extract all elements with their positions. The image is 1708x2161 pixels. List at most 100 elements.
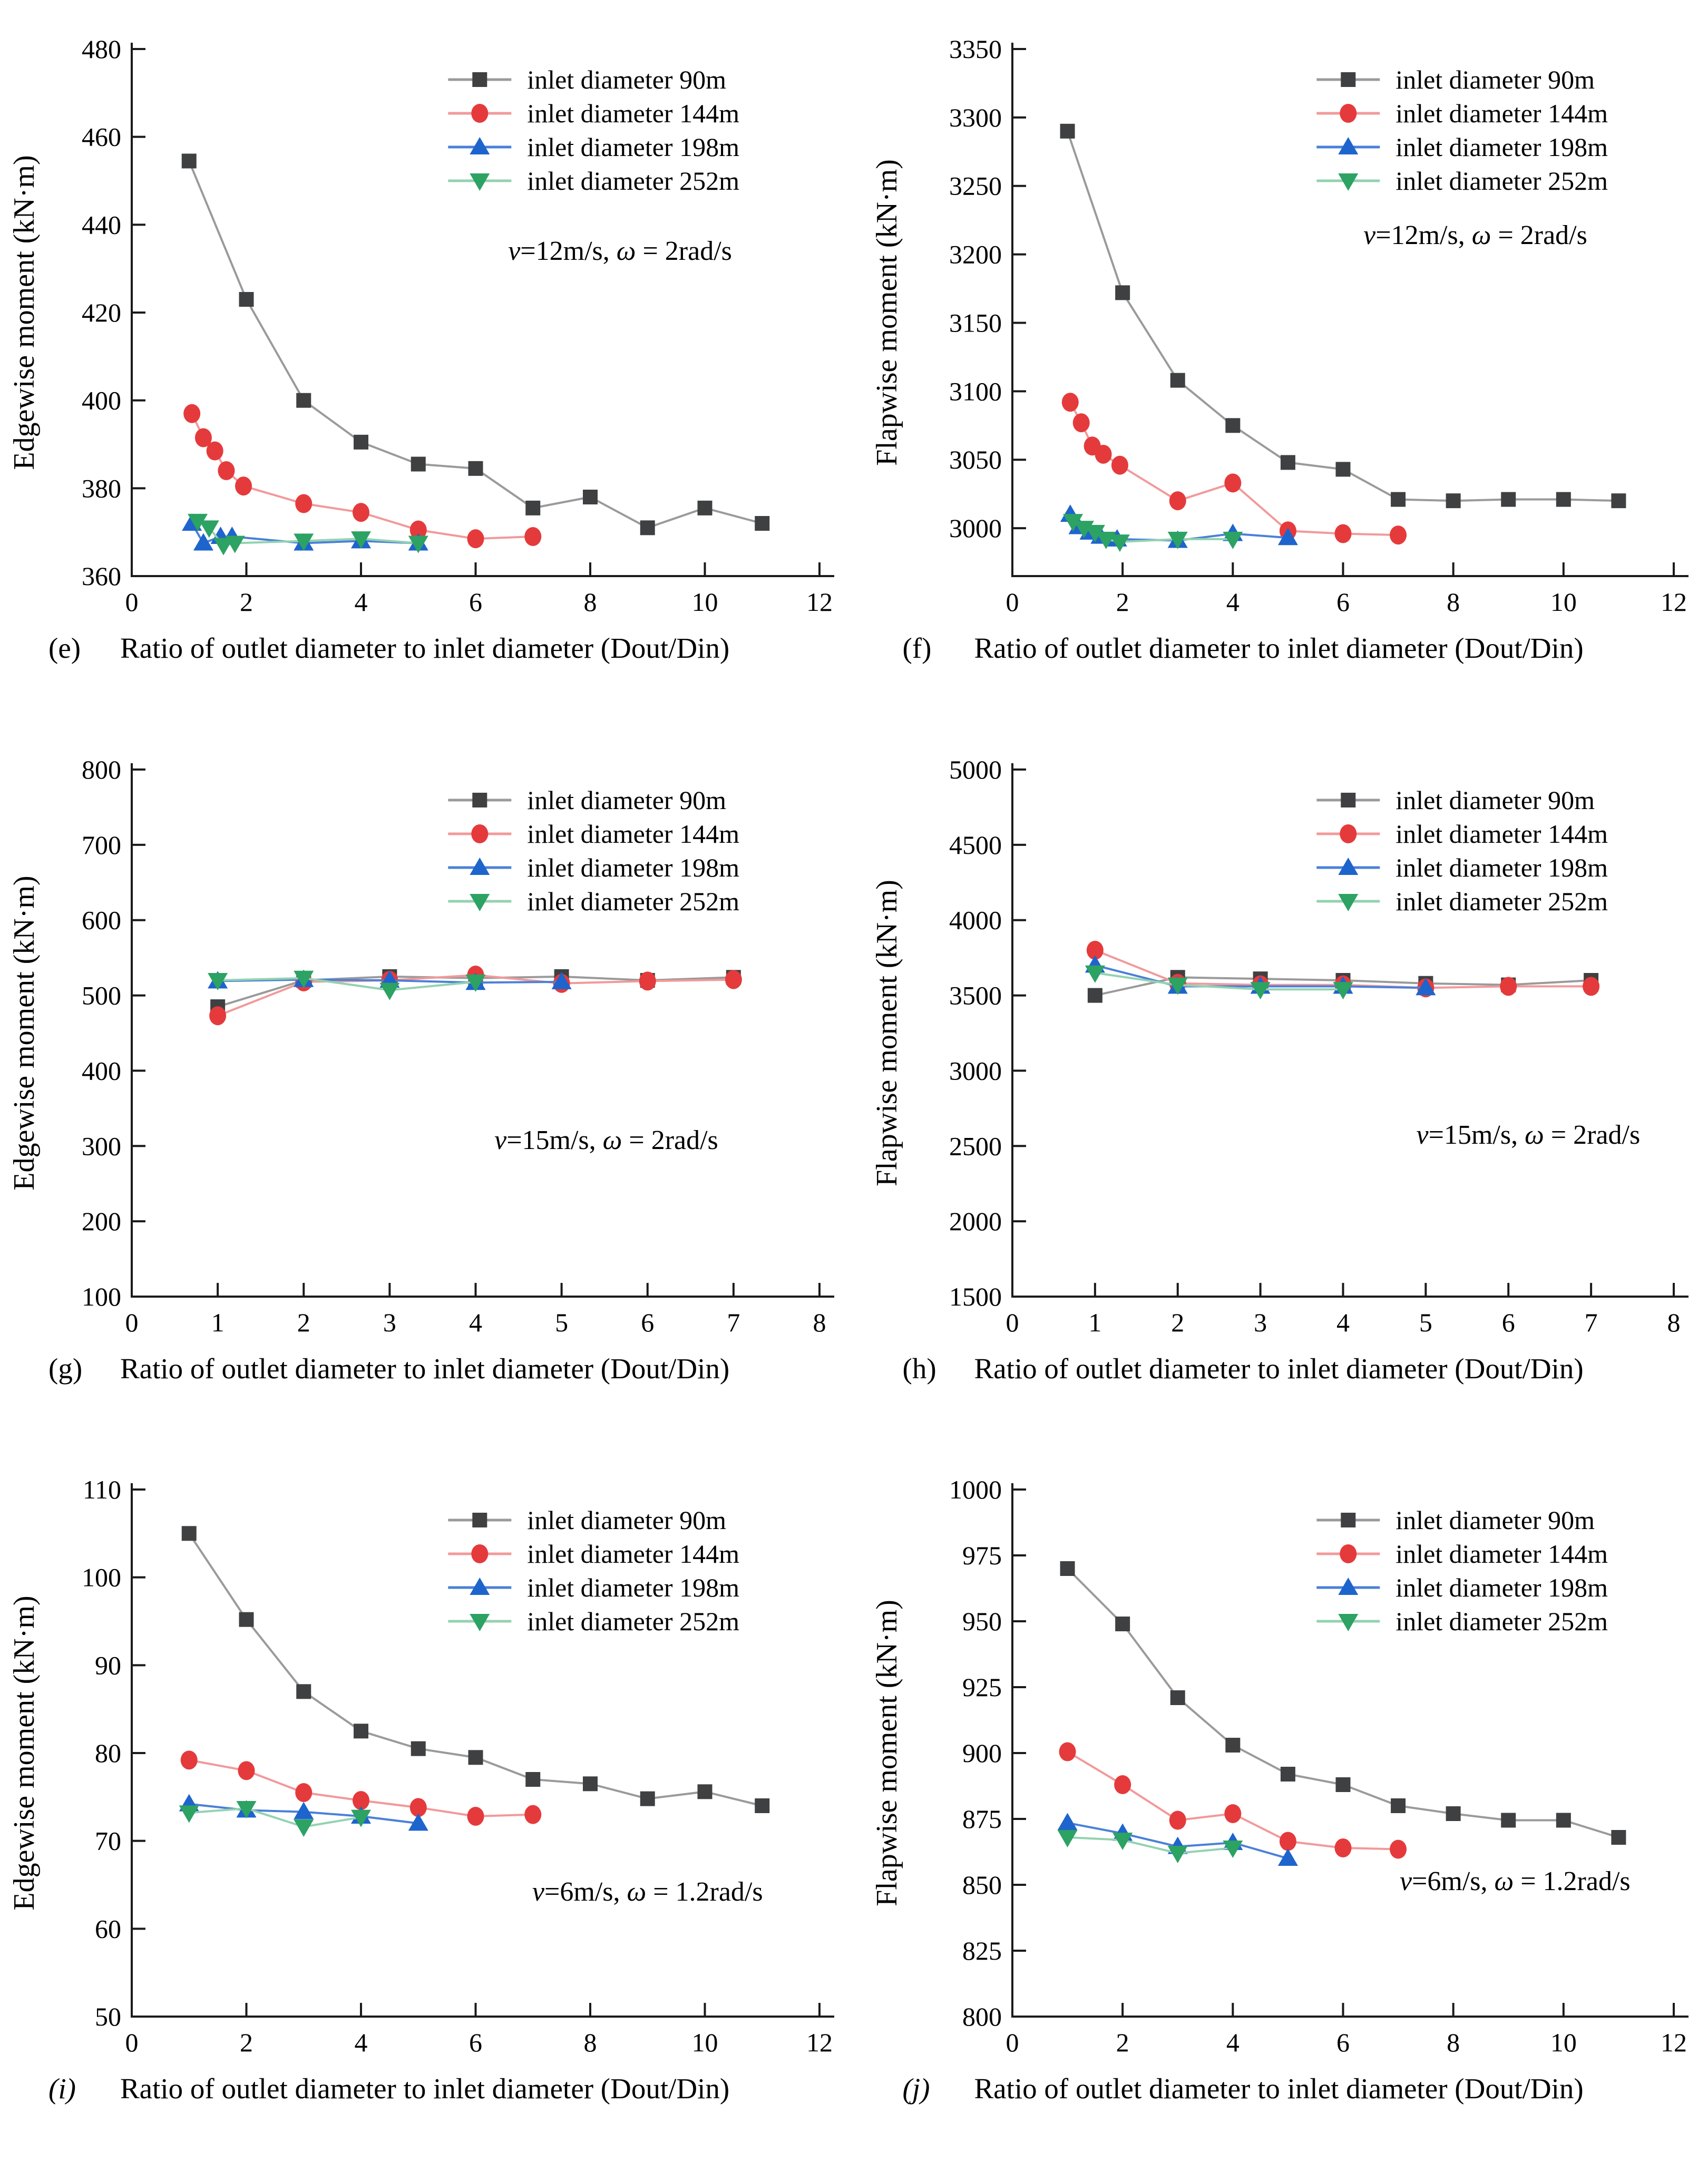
x-tick-label: 3: [1254, 1308, 1267, 1337]
x-tick-label: 12: [1661, 587, 1687, 617]
square-marker: [1170, 373, 1185, 388]
x-tick-label: 8: [584, 2028, 597, 2057]
square-marker: [525, 500, 541, 515]
x-tick-label: 8: [1447, 2028, 1460, 2057]
triangle-down-marker: [225, 536, 245, 553]
caption-j: (j) Ratio of outlet diameter to inlet di…: [854, 2073, 1708, 2105]
series-inlet-diameter-144m: [1059, 1742, 1407, 1859]
circle-marker: [1499, 977, 1517, 996]
circle-marker: [524, 1805, 542, 1824]
square-marker: [1225, 418, 1240, 433]
x-tick-label: 4: [1226, 2028, 1239, 2057]
x-tick-label: 7: [1584, 1308, 1597, 1337]
square-marker: [697, 500, 713, 515]
series-inlet-diameter-252m: [1062, 514, 1243, 552]
y-tick-label: 3300: [949, 103, 1002, 132]
circle-marker: [206, 441, 223, 461]
triangle-down-marker: [213, 538, 233, 556]
square-marker: [1500, 492, 1516, 507]
y-tick-label: 3200: [949, 240, 1002, 269]
legend-label: inlet diameter 90m: [527, 1505, 726, 1535]
x-tick-label: 6: [641, 1308, 654, 1337]
square-marker: [1060, 123, 1075, 139]
square-marker: [1446, 1806, 1461, 1822]
legend: inlet diameter 90m inlet diameter 144m inl…: [448, 785, 739, 916]
square-marker: [1556, 1813, 1571, 1828]
triangle-up-marker: [470, 1578, 490, 1595]
y-tick-label: 420: [82, 298, 121, 327]
triangle-down-marker: [1167, 1846, 1188, 1864]
triangle-down-marker: [465, 974, 486, 992]
square-marker: [583, 490, 598, 504]
circle-marker: [1095, 444, 1112, 464]
square-marker: [468, 1750, 483, 1765]
y-axis-title: Flapwise moment (kN·m): [871, 159, 903, 466]
triangle-up-marker: [1338, 857, 1358, 875]
x-tick-label: 3: [383, 1308, 396, 1337]
y-tick-label: 3350: [949, 34, 1002, 64]
square-marker: [239, 1612, 254, 1627]
x-tick-label: 0: [125, 2028, 139, 2057]
y-tick-label: 2500: [949, 1131, 1002, 1161]
x-tick-label: 2: [297, 1308, 310, 1337]
y-tick-label: 460: [82, 122, 121, 152]
x-tick-label: 12: [806, 587, 833, 617]
caption-f: (f) Ratio of outlet diameter to inlet di…: [854, 632, 1708, 665]
triangle-down-marker: [208, 972, 228, 990]
series-inlet-diameter-90m: [1060, 1561, 1626, 1845]
chart-f-flapwise-moment: 0 2 4 6 8 10 12 3000 3050 3100 3150 3200 3250 3300 335…: [871, 34, 1689, 617]
y-tick-label: 100: [82, 1282, 121, 1311]
x-axis-ticks: 0 1 2 3 4 5 6 7 8: [1006, 1282, 1680, 1337]
circle-marker: [218, 461, 235, 480]
circle-marker: [409, 520, 427, 540]
legend-label: inlet diameter 252m: [1395, 887, 1608, 916]
x-tick-label: 5: [1419, 1308, 1432, 1337]
triangle-down-marker: [199, 520, 219, 538]
y-tick-label: 3500: [949, 980, 1002, 1010]
triangle-down-marker: [1250, 981, 1271, 999]
y-tick-label: 60: [95, 1914, 121, 1944]
x-axis-caption: Ratio of outlet diameter to inlet diamet…: [120, 2072, 730, 2105]
y-tick-label: 300: [82, 1131, 121, 1161]
triangle-down-marker: [1085, 965, 1105, 983]
circle-marker: [1169, 1810, 1186, 1830]
square-marker: [472, 72, 487, 87]
y-tick-label: 975: [962, 1541, 1002, 1570]
x-axis-caption: Ratio of outlet diameter to inlet diamet…: [974, 2072, 1584, 2105]
legend-label: inlet diameter 252m: [527, 887, 739, 916]
chart-g-edgewise-moment: 0 1 2 3 4 5 6 7 8 100 200 300 400 500 600 700 800 Edgewis…: [8, 755, 834, 1337]
square-marker: [755, 516, 770, 531]
x-tick-label: 10: [692, 587, 718, 617]
triangle-down-marker: [1338, 173, 1358, 191]
triangle-down-marker: [1222, 1841, 1243, 1858]
y-tick-label: 900: [962, 1738, 1002, 1768]
series-inlet-diameter-144m: [183, 404, 542, 549]
legend-label: inlet diameter 90m: [1395, 65, 1595, 94]
panel-letter: (j): [902, 2072, 930, 2105]
x-axis-ticks: 0 1 2 3 4 5 6 7 8: [125, 1282, 826, 1337]
square-marker: [1115, 1617, 1130, 1632]
y-tick-label: 5000: [949, 755, 1002, 784]
legend-label: inlet diameter 90m: [527, 785, 726, 815]
x-tick-label: 8: [1667, 1308, 1680, 1337]
circle-marker: [1111, 455, 1128, 475]
y-tick-label: 110: [83, 1475, 121, 1504]
triangle-up-marker: [193, 533, 213, 551]
caption-h: (h) Ratio of outlet diameter to inlet di…: [854, 1352, 1708, 1385]
x-tick-label: 0: [1006, 1308, 1019, 1337]
condition-annotation: v=6m/s, ω = 1.2rad/s: [1399, 1866, 1630, 1896]
square-marker: [411, 1741, 426, 1756]
square-marker: [354, 434, 368, 450]
x-tick-label: 4: [1336, 1308, 1350, 1337]
triangle-down-marker: [408, 536, 428, 553]
x-tick-label: 12: [806, 2028, 833, 2057]
square-marker: [1611, 493, 1626, 509]
series-inlet-diameter-90m: [181, 1526, 770, 1814]
legend-label: inlet diameter 252m: [1395, 166, 1608, 196]
square-marker: [1390, 1798, 1406, 1814]
y-tick-label: 3000: [949, 1056, 1002, 1085]
legend-label: inlet diameter 144m: [1395, 1539, 1608, 1569]
x-axis-caption: Ratio of outlet diameter to inlet diamet…: [974, 1352, 1584, 1385]
x-tick-label: 4: [1226, 587, 1239, 617]
x-axis-caption: Ratio of outlet diameter to inlet diamet…: [974, 632, 1584, 664]
